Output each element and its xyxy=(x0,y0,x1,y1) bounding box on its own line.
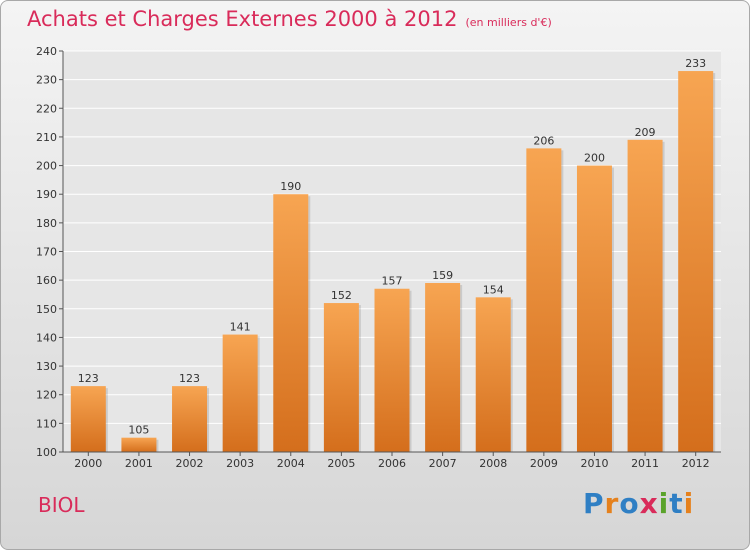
y-tick-label: 140 xyxy=(36,331,57,344)
bar xyxy=(627,139,663,453)
bar xyxy=(526,148,562,452)
x-tick-label: 2009 xyxy=(530,457,558,470)
bar xyxy=(425,283,461,452)
x-tick-label: 2011 xyxy=(631,457,659,470)
x-tick-label: 2007 xyxy=(429,457,457,470)
data-label: 123 xyxy=(179,372,200,385)
y-tick-label: 190 xyxy=(36,188,57,201)
logo-letter: i xyxy=(658,487,670,520)
y-tick-label: 170 xyxy=(36,246,57,259)
x-tick-label: 2004 xyxy=(277,457,305,470)
logo-letter: i xyxy=(683,487,695,520)
x-tick-label: 2000 xyxy=(74,457,102,470)
y-tick-label: 220 xyxy=(36,102,57,115)
logo-letter: x xyxy=(639,487,659,520)
proxiti-logo: Proxiti xyxy=(583,487,694,520)
logo-letter: r xyxy=(604,487,620,520)
y-tick-label: 200 xyxy=(36,160,57,173)
bar xyxy=(273,194,309,452)
x-tick-label: 2001 xyxy=(125,457,153,470)
x-tick-label: 2003 xyxy=(226,457,254,470)
data-label: 206 xyxy=(533,134,554,147)
title-text: Achats et Charges Externes 2000 à 2012 xyxy=(27,7,458,31)
bar xyxy=(222,334,258,452)
bar xyxy=(172,386,208,452)
y-tick-label: 210 xyxy=(36,131,57,144)
y-tick-label: 130 xyxy=(36,360,57,373)
y-tick-label: 110 xyxy=(36,417,57,430)
y-tick-label: 180 xyxy=(36,217,57,230)
data-label: 152 xyxy=(331,289,352,302)
bar xyxy=(70,386,106,452)
commune-name: BIOL xyxy=(38,493,85,517)
bar xyxy=(678,71,714,453)
y-tick-label: 160 xyxy=(36,274,57,287)
y-tick-label: 240 xyxy=(36,45,57,58)
logo-letter: P xyxy=(583,487,605,520)
data-label: 233 xyxy=(685,57,706,70)
data-label: 209 xyxy=(635,126,656,139)
data-label: 190 xyxy=(280,180,301,193)
logo-letter: t xyxy=(669,487,684,520)
x-tick-label: 2012 xyxy=(682,457,710,470)
logo-letter: o xyxy=(619,487,640,520)
x-tick-label: 2010 xyxy=(580,457,608,470)
data-label: 200 xyxy=(584,152,605,165)
y-tick-label: 230 xyxy=(36,74,57,87)
data-label: 141 xyxy=(230,321,251,334)
x-tick-label: 2008 xyxy=(479,457,507,470)
bar xyxy=(475,297,511,452)
subtitle-text: (en milliers d'€) xyxy=(465,16,552,29)
x-tick-label: 2005 xyxy=(327,457,355,470)
data-label: 123 xyxy=(78,372,99,385)
data-label: 154 xyxy=(483,283,504,296)
y-tick-label: 100 xyxy=(36,446,57,459)
data-label: 157 xyxy=(382,275,403,288)
bar xyxy=(121,437,157,452)
chart-title: Achats et Charges Externes 2000 à 2012 (e… xyxy=(27,7,552,31)
bar xyxy=(374,288,410,452)
bar xyxy=(576,165,612,453)
x-tick-label: 2002 xyxy=(176,457,204,470)
y-tick-label: 120 xyxy=(36,389,57,402)
data-label: 105 xyxy=(128,424,149,437)
bar xyxy=(323,303,359,452)
data-label: 159 xyxy=(432,269,453,282)
y-tick-label: 150 xyxy=(36,303,57,316)
x-tick-label: 2006 xyxy=(378,457,406,470)
